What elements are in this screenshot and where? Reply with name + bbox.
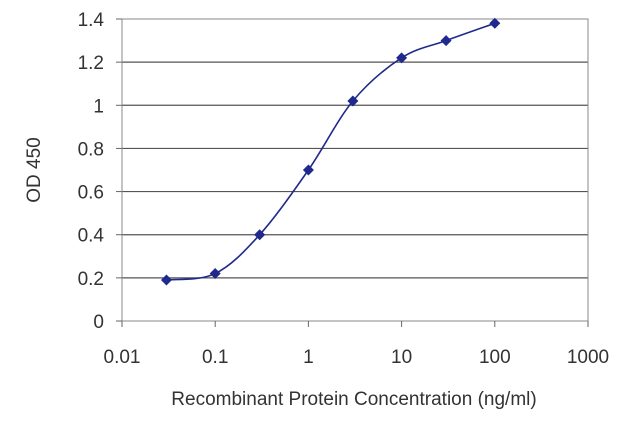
y-tick-labels: 0 0.2 0.4 0.6 0.8 1 1.2 1.4 xyxy=(78,10,122,333)
data-point-marker xyxy=(347,95,359,107)
data-point-marker xyxy=(489,17,501,29)
x-tick-label: 1000 xyxy=(567,347,609,368)
data-point-marker xyxy=(160,274,172,286)
data-point-marker xyxy=(396,52,408,64)
curve-layer xyxy=(166,22,496,281)
marker-layer xyxy=(160,17,501,286)
data-point-marker xyxy=(254,229,266,241)
grid-layer xyxy=(122,61,588,279)
x-tick-label: 1 xyxy=(303,347,314,368)
data-point-marker xyxy=(440,35,452,47)
y-axis-title: OD 450 xyxy=(24,137,45,202)
x-tick-label: 10 xyxy=(391,347,412,368)
x-axis-title: Recombinant Protein Concentration (ng/ml… xyxy=(171,389,536,410)
y-tick-label: 1 xyxy=(93,96,104,117)
data-point-marker xyxy=(209,268,221,280)
y-tick-label: 1.2 xyxy=(78,53,104,74)
series-curve xyxy=(166,22,496,281)
y-tick-label: 0.2 xyxy=(78,269,104,290)
y-tick-label: 0 xyxy=(93,312,104,333)
x-tick-label: 0.1 xyxy=(202,347,228,368)
data-point-marker xyxy=(302,164,314,176)
y-tick-label: 0.8 xyxy=(78,139,104,160)
y-tick-label: 0.6 xyxy=(78,183,104,204)
x-tick-label: 100 xyxy=(479,347,511,368)
x-tick-label: 0.01 xyxy=(104,347,141,368)
y-tick-label: 1.4 xyxy=(78,10,105,31)
y-tick-label: 0.4 xyxy=(78,226,105,247)
x-tick-labels: 0.01 0.1 1 10 100 1000 xyxy=(104,321,609,368)
plot-frame xyxy=(121,18,589,322)
